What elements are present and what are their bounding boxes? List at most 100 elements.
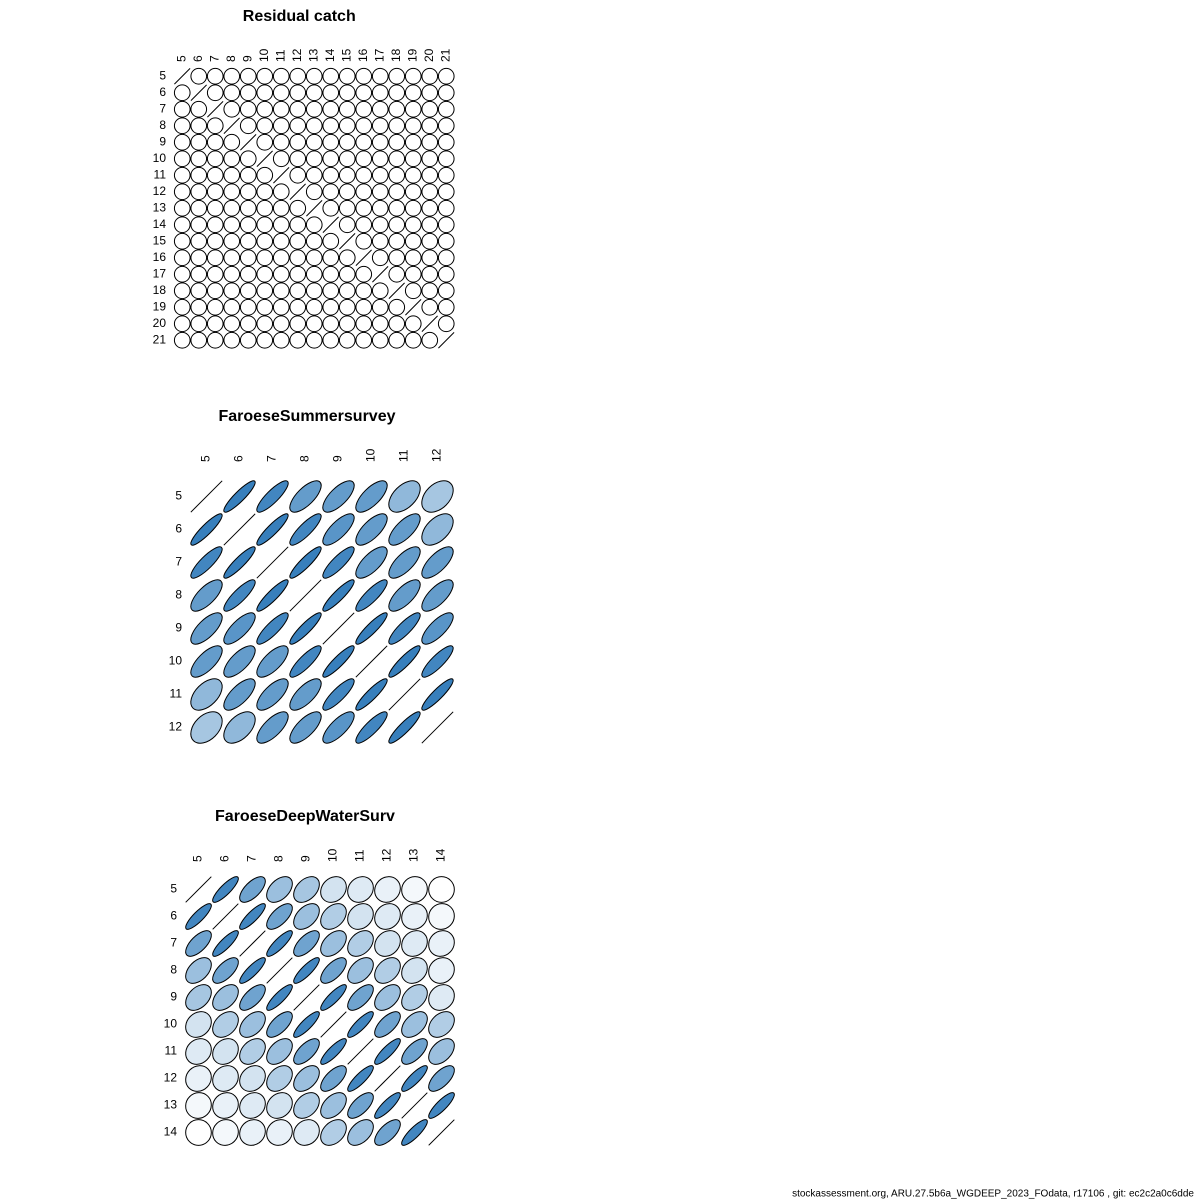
- row-label: 13: [164, 1098, 178, 1112]
- correlation-mark: [404, 166, 422, 184]
- correlation-mark: [305, 298, 323, 316]
- correlation-mark: [190, 150, 208, 168]
- correlation-mark: [272, 183, 290, 201]
- correlation-mark: [305, 282, 323, 300]
- correlation-mark: [173, 117, 191, 135]
- correlation-mark: [404, 282, 422, 300]
- column-label: 21: [438, 48, 452, 62]
- correlation-mark: [428, 930, 455, 957]
- row-label: 6: [175, 522, 182, 536]
- column-label: 5: [191, 855, 205, 862]
- correlation-mark: [272, 249, 290, 267]
- correlation-mark: [388, 645, 421, 678]
- correlation-mark: [374, 984, 401, 1011]
- correlation-mark: [223, 480, 256, 513]
- correlation-mark: [206, 331, 224, 349]
- correlation-mark: [173, 265, 191, 283]
- correlation-mark: [338, 249, 356, 267]
- row-label: 10: [169, 654, 183, 668]
- column-label: 6: [191, 55, 205, 62]
- correlation-mark: [272, 199, 290, 217]
- correlation-mark: [185, 1065, 212, 1092]
- correlation-mark: [239, 903, 266, 930]
- column-label: 14: [434, 848, 448, 862]
- correlation-mark: [293, 1092, 320, 1119]
- correlation-mark: [428, 1065, 455, 1092]
- correlation-mark: [372, 266, 389, 283]
- correlation-mark: [421, 282, 439, 300]
- correlation-mark: [371, 166, 389, 184]
- correlation-mark: [185, 1092, 212, 1119]
- correlation-mark: [185, 903, 212, 930]
- correlation-mark: [173, 150, 191, 168]
- column-label: 9: [240, 55, 254, 62]
- correlation-mark: [223, 84, 241, 102]
- correlation-mark: [404, 331, 422, 349]
- correlation-mark: [223, 150, 241, 168]
- correlation-mark: [388, 579, 421, 612]
- correlation-mark: [338, 183, 356, 201]
- correlation-mark: [388, 166, 406, 184]
- correlation-mark: [338, 199, 356, 217]
- correlation-mark: [428, 1119, 455, 1146]
- correlation-mark: [223, 199, 241, 217]
- correlation-mark: [239, 117, 257, 135]
- correlation-mark: [272, 232, 290, 250]
- correlation-mark: [305, 67, 323, 85]
- row-label: 12: [153, 184, 167, 198]
- correlation-mark: [256, 282, 274, 300]
- correlation-mark: [289, 133, 307, 151]
- correlation-mark: [404, 249, 422, 267]
- correlation-mark: [239, 1038, 266, 1065]
- correlation-mark: [266, 1065, 293, 1092]
- correlation-mark: [371, 117, 389, 135]
- correlation-mark: [404, 133, 422, 151]
- correlation-mark: [355, 100, 373, 118]
- correlation-mark: [289, 150, 307, 168]
- correlation-mark: [289, 166, 307, 184]
- correlation-mark: [256, 117, 274, 135]
- correlation-mark: [256, 216, 274, 234]
- correlation-mark: [223, 232, 241, 250]
- correlation-mark: [223, 579, 256, 612]
- correlation-mark: [289, 216, 307, 234]
- correlation-mark: [388, 546, 421, 579]
- correlation-mark: [320, 930, 347, 957]
- correlation-mark: [322, 133, 340, 151]
- correlation-mark: [374, 1065, 401, 1092]
- correlation-mark: [374, 1092, 401, 1119]
- correlation-mark: [212, 903, 239, 930]
- correlation-mark: [437, 216, 455, 234]
- row-label: 9: [159, 134, 166, 148]
- correlation-mark: [428, 1092, 455, 1119]
- correlation-mark: [338, 67, 356, 85]
- correlation-mark: [322, 480, 355, 513]
- correlation-mark: [223, 645, 256, 678]
- correlation-mark: [305, 100, 323, 118]
- row-label: 13: [153, 200, 167, 214]
- correlation-mark: [347, 984, 374, 1011]
- correlation-mark: [185, 984, 212, 1011]
- row-label: 18: [153, 283, 167, 297]
- column-label: 9: [331, 455, 345, 462]
- row-label: 21: [153, 332, 167, 346]
- correlation-mark: [404, 100, 422, 118]
- correlation-mark: [404, 150, 422, 168]
- correlation-mark: [239, 331, 257, 349]
- correlation-mark: [256, 513, 289, 546]
- correlation-mark: [305, 117, 323, 135]
- correlation-mark: [371, 298, 389, 316]
- correlation-mark: [206, 133, 224, 151]
- correlation-mark: [256, 249, 274, 267]
- correlation-mark: [371, 84, 389, 102]
- correlation-mark: [347, 903, 374, 930]
- correlation-mark: [190, 183, 208, 201]
- column-label: 7: [265, 455, 279, 462]
- correlation-mark: [355, 84, 373, 102]
- correlation-mark: [272, 117, 290, 135]
- correlation-mark: [289, 117, 307, 135]
- row-label: 12: [164, 1071, 178, 1085]
- correlation-mark: [322, 711, 355, 744]
- correlation-mark: [266, 957, 293, 984]
